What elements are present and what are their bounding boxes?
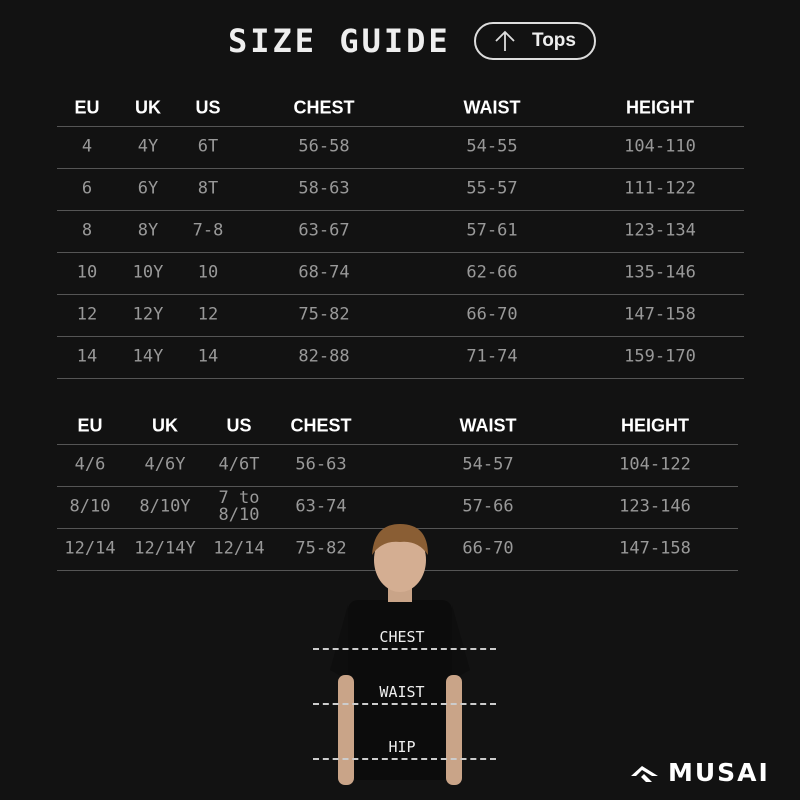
- category-tops-button[interactable]: Tops: [474, 22, 596, 60]
- page-title: SIZE GUIDE: [228, 22, 451, 60]
- table-cell: 8/10Y: [139, 496, 191, 517]
- table-cell: 12/14: [213, 538, 265, 559]
- measurement-label: WAIST: [379, 683, 425, 701]
- arrow-up-icon: [495, 30, 515, 51]
- table-cell: 147-158: [624, 304, 696, 325]
- table-cell: 7 to 8/10: [218, 488, 260, 525]
- table-cell: 12: [76, 304, 98, 325]
- table-cell: 104-122: [619, 454, 691, 475]
- musai-logo-icon: [631, 765, 658, 782]
- table-cell: 12Y: [132, 304, 164, 325]
- table-cell: 14Y: [132, 346, 164, 367]
- category-label: Tops: [532, 30, 576, 51]
- table-cell: 6Y: [137, 178, 159, 199]
- table-cell: 12/14: [64, 538, 116, 559]
- column-header: EU: [74, 97, 100, 118]
- table-cell: 63-67: [298, 220, 350, 241]
- table-cell: 12: [197, 304, 219, 325]
- row-divider: [57, 210, 744, 211]
- table-cell: 4/6T: [218, 454, 260, 475]
- table-cell: 7-8: [192, 220, 224, 241]
- row-divider: [57, 252, 744, 253]
- table-cell: 57-61: [466, 220, 518, 241]
- table-cell: 123-146: [619, 496, 691, 517]
- table-cell: 14: [76, 346, 98, 367]
- brand-name: MUSAI: [668, 758, 770, 787]
- table-cell: 8Y: [137, 220, 159, 241]
- table-cell: 8/10: [69, 496, 111, 517]
- table-cell: 4/6Y: [144, 454, 186, 475]
- column-header: UK: [152, 415, 178, 436]
- column-header: US: [226, 415, 252, 436]
- column-header: UK: [135, 97, 161, 118]
- table-cell: 4: [81, 136, 93, 157]
- table-cell: 75-82: [295, 538, 347, 559]
- table-cell: 56-58: [298, 136, 350, 157]
- child-model-image: [330, 524, 470, 785]
- row-divider: [57, 444, 738, 445]
- table-cell: 54-57: [462, 454, 514, 475]
- column-header: CHEST: [293, 97, 355, 118]
- table-cell: 68-74: [298, 262, 350, 283]
- table-cell: 10: [76, 262, 98, 283]
- table-cell: 104-110: [624, 136, 696, 157]
- table-cell: 6T: [197, 136, 219, 157]
- table-cell: 10Y: [132, 262, 164, 283]
- column-header: EU: [77, 415, 103, 436]
- column-header: CHEST: [290, 415, 352, 436]
- table-cell: 135-146: [624, 262, 696, 283]
- table-cell: 66-70: [462, 538, 514, 559]
- table-cell: 8T: [197, 178, 219, 199]
- row-divider: [57, 378, 744, 379]
- column-header: HEIGHT: [620, 415, 690, 436]
- table-cell: 12/14Y: [134, 538, 196, 559]
- table-cell: 82-88: [298, 346, 350, 367]
- table-cell: 75-82: [298, 304, 350, 325]
- table-cell: 66-70: [466, 304, 518, 325]
- row-divider: [57, 294, 744, 295]
- table-cell: 4Y: [137, 136, 159, 157]
- table-cell: 63-74: [295, 496, 347, 517]
- table-cell: 6: [81, 178, 93, 199]
- column-header: HEIGHT: [625, 97, 695, 118]
- brand-logo: MUSAI: [630, 758, 770, 787]
- row-divider: [57, 126, 744, 127]
- row-divider: [57, 168, 744, 169]
- measurement-line: [313, 758, 496, 760]
- table-cell: 147-158: [619, 538, 691, 559]
- table-cell: 62-66: [466, 262, 518, 283]
- table-cell: 54-55: [466, 136, 518, 157]
- row-divider: [57, 486, 738, 487]
- table-cell: 14: [197, 346, 219, 367]
- table-cell: 111-122: [624, 178, 696, 199]
- table-cell: 56-63: [295, 454, 347, 475]
- table-cell: 71-74: [466, 346, 518, 367]
- row-divider: [57, 336, 744, 337]
- table-cell: 10: [197, 262, 219, 283]
- table-cell: 8: [81, 220, 93, 241]
- table-cell: 4/6: [74, 454, 106, 475]
- table-cell: 58-63: [298, 178, 350, 199]
- table-cell: 123-134: [624, 220, 696, 241]
- measurement-label: CHEST: [379, 628, 425, 646]
- measurement-label: HIP: [388, 738, 416, 756]
- column-header: WAIST: [463, 97, 521, 118]
- column-header: US: [195, 97, 221, 118]
- measurement-line: [313, 703, 496, 705]
- measurement-line: [313, 648, 496, 650]
- column-header: WAIST: [459, 415, 517, 436]
- table-cell: 55-57: [466, 178, 518, 199]
- table-cell: 57-66: [462, 496, 514, 517]
- table-cell: 159-170: [624, 346, 696, 367]
